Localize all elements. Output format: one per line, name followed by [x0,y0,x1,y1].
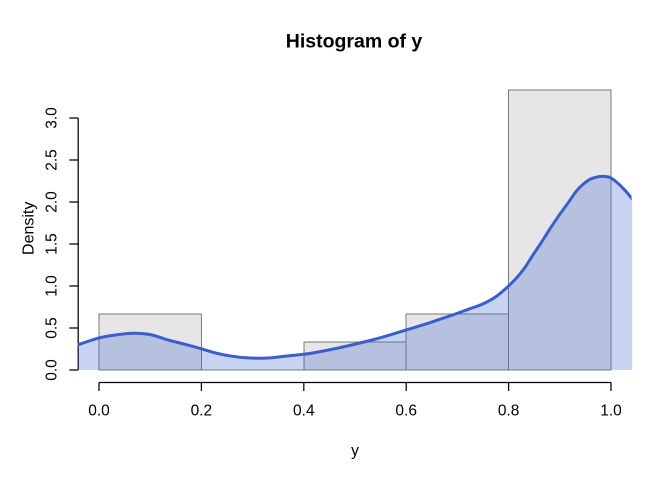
svg-text:0.2: 0.2 [191,403,213,420]
svg-text:Density: Density [20,202,37,255]
svg-text:Histogram of y: Histogram of y [286,31,423,53]
svg-text:0.0: 0.0 [88,403,110,420]
svg-text:2.0: 2.0 [44,191,61,213]
svg-text:1.0: 1.0 [600,403,622,420]
svg-text:0.0: 0.0 [44,359,61,381]
svg-text:2.5: 2.5 [44,149,61,171]
svg-text:1.0: 1.0 [44,275,61,297]
svg-text:1.5: 1.5 [44,233,61,255]
svg-text:0.6: 0.6 [395,403,417,420]
svg-text:y: y [351,443,359,460]
svg-text:3.0: 3.0 [44,107,61,129]
svg-text:0.5: 0.5 [44,317,61,339]
svg-text:0.4: 0.4 [293,403,315,420]
svg-text:0.8: 0.8 [498,403,520,420]
